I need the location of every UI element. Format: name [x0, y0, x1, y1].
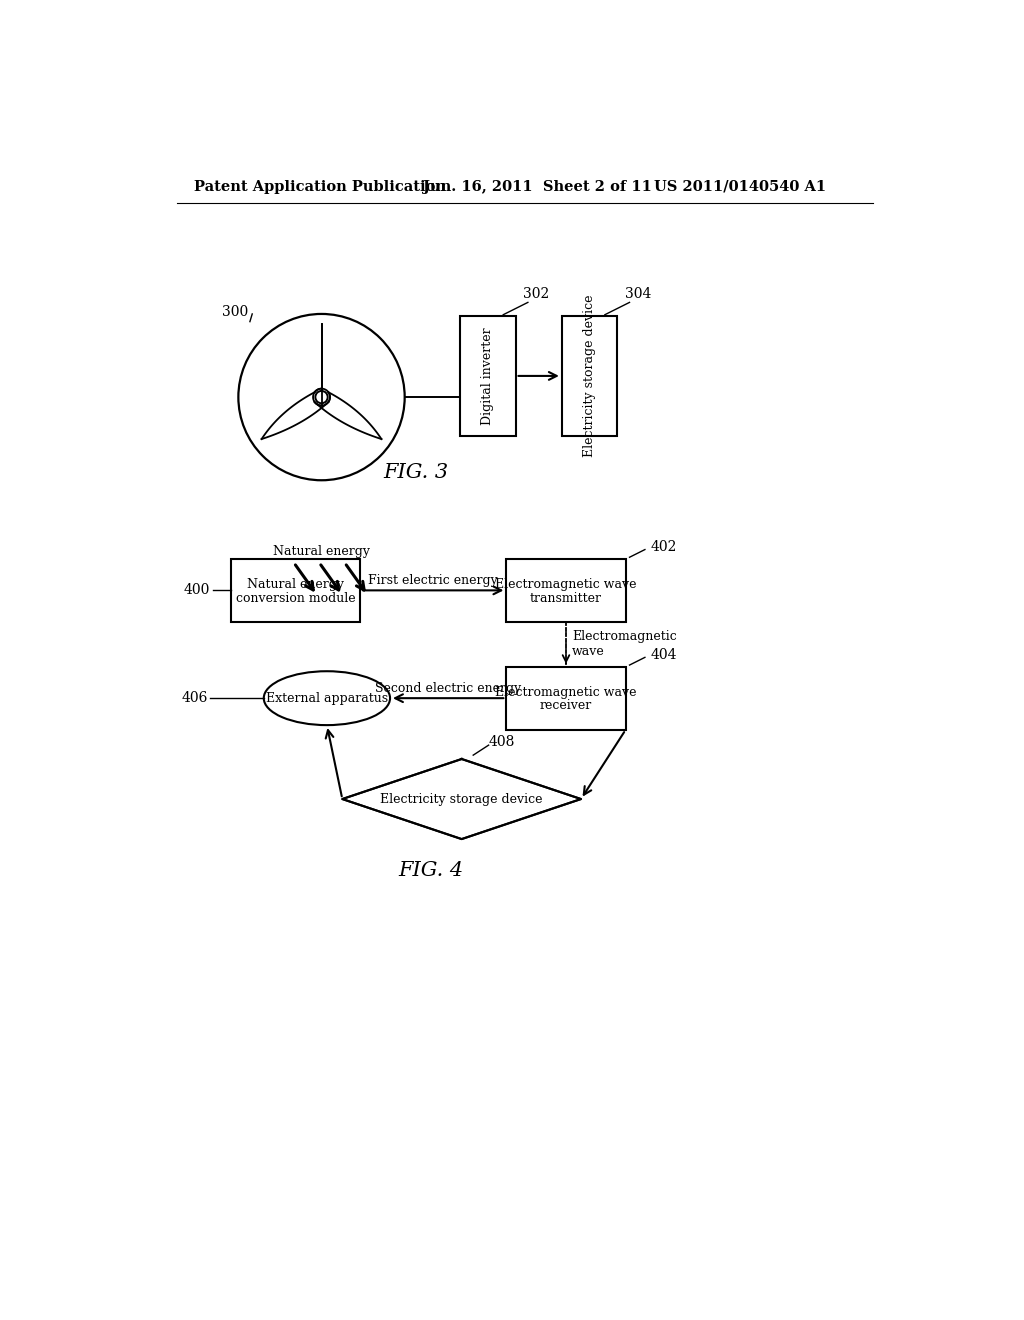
- Text: Electricity storage device: Electricity storage device: [583, 294, 596, 457]
- Text: transmitter: transmitter: [530, 591, 602, 605]
- Text: 304: 304: [625, 286, 651, 301]
- Text: US 2011/0140540 A1: US 2011/0140540 A1: [654, 180, 826, 194]
- Text: Second electric energy: Second electric energy: [375, 681, 521, 694]
- Text: 400: 400: [183, 583, 210, 598]
- Text: 302: 302: [523, 286, 550, 301]
- Text: FIG. 3: FIG. 3: [383, 463, 449, 482]
- Text: 402: 402: [650, 540, 677, 554]
- Text: Natural energy: Natural energy: [273, 545, 370, 557]
- Text: 300: 300: [222, 305, 249, 319]
- Text: Patent Application Publication: Patent Application Publication: [195, 180, 446, 194]
- Text: Electromagnetic wave: Electromagnetic wave: [496, 685, 637, 698]
- Text: receiver: receiver: [540, 700, 592, 713]
- Text: Jun. 16, 2011  Sheet 2 of 11: Jun. 16, 2011 Sheet 2 of 11: [423, 180, 652, 194]
- Text: FIG. 4: FIG. 4: [398, 861, 464, 880]
- Text: 406: 406: [181, 692, 208, 705]
- Bar: [460, 317, 515, 436]
- Circle shape: [315, 391, 328, 404]
- Polygon shape: [342, 759, 581, 840]
- Text: Electromagnetic: Electromagnetic: [572, 630, 677, 643]
- Bar: [506, 667, 626, 730]
- Text: Electromagnetic wave: Electromagnetic wave: [496, 578, 637, 591]
- Text: External apparatus: External apparatus: [266, 692, 388, 705]
- Text: wave: wave: [572, 645, 605, 659]
- Text: Electricity storage device: Electricity storage device: [380, 792, 543, 805]
- Text: First electric energy: First electric energy: [369, 574, 498, 587]
- Text: Natural energy: Natural energy: [247, 578, 344, 591]
- Bar: [506, 558, 626, 622]
- Bar: [562, 317, 617, 436]
- Text: Digital inverter: Digital inverter: [481, 327, 495, 425]
- Text: 404: 404: [650, 648, 677, 663]
- Text: 408: 408: [488, 735, 515, 748]
- Text: conversion module: conversion module: [236, 591, 355, 605]
- Bar: [230, 558, 360, 622]
